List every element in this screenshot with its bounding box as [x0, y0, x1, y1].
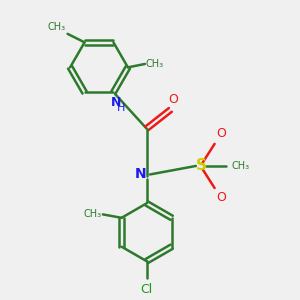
- Text: CH₃: CH₃: [84, 209, 102, 219]
- Text: O: O: [216, 191, 226, 205]
- Text: O: O: [168, 93, 178, 106]
- Text: N: N: [110, 96, 121, 109]
- Text: Cl: Cl: [140, 283, 153, 296]
- Text: H: H: [116, 103, 125, 113]
- Text: O: O: [216, 128, 226, 140]
- Text: N: N: [135, 167, 146, 182]
- Text: CH₃: CH₃: [232, 161, 250, 171]
- Text: S: S: [196, 158, 206, 173]
- Text: CH₃: CH₃: [146, 59, 164, 69]
- Text: CH₃: CH₃: [48, 22, 66, 32]
